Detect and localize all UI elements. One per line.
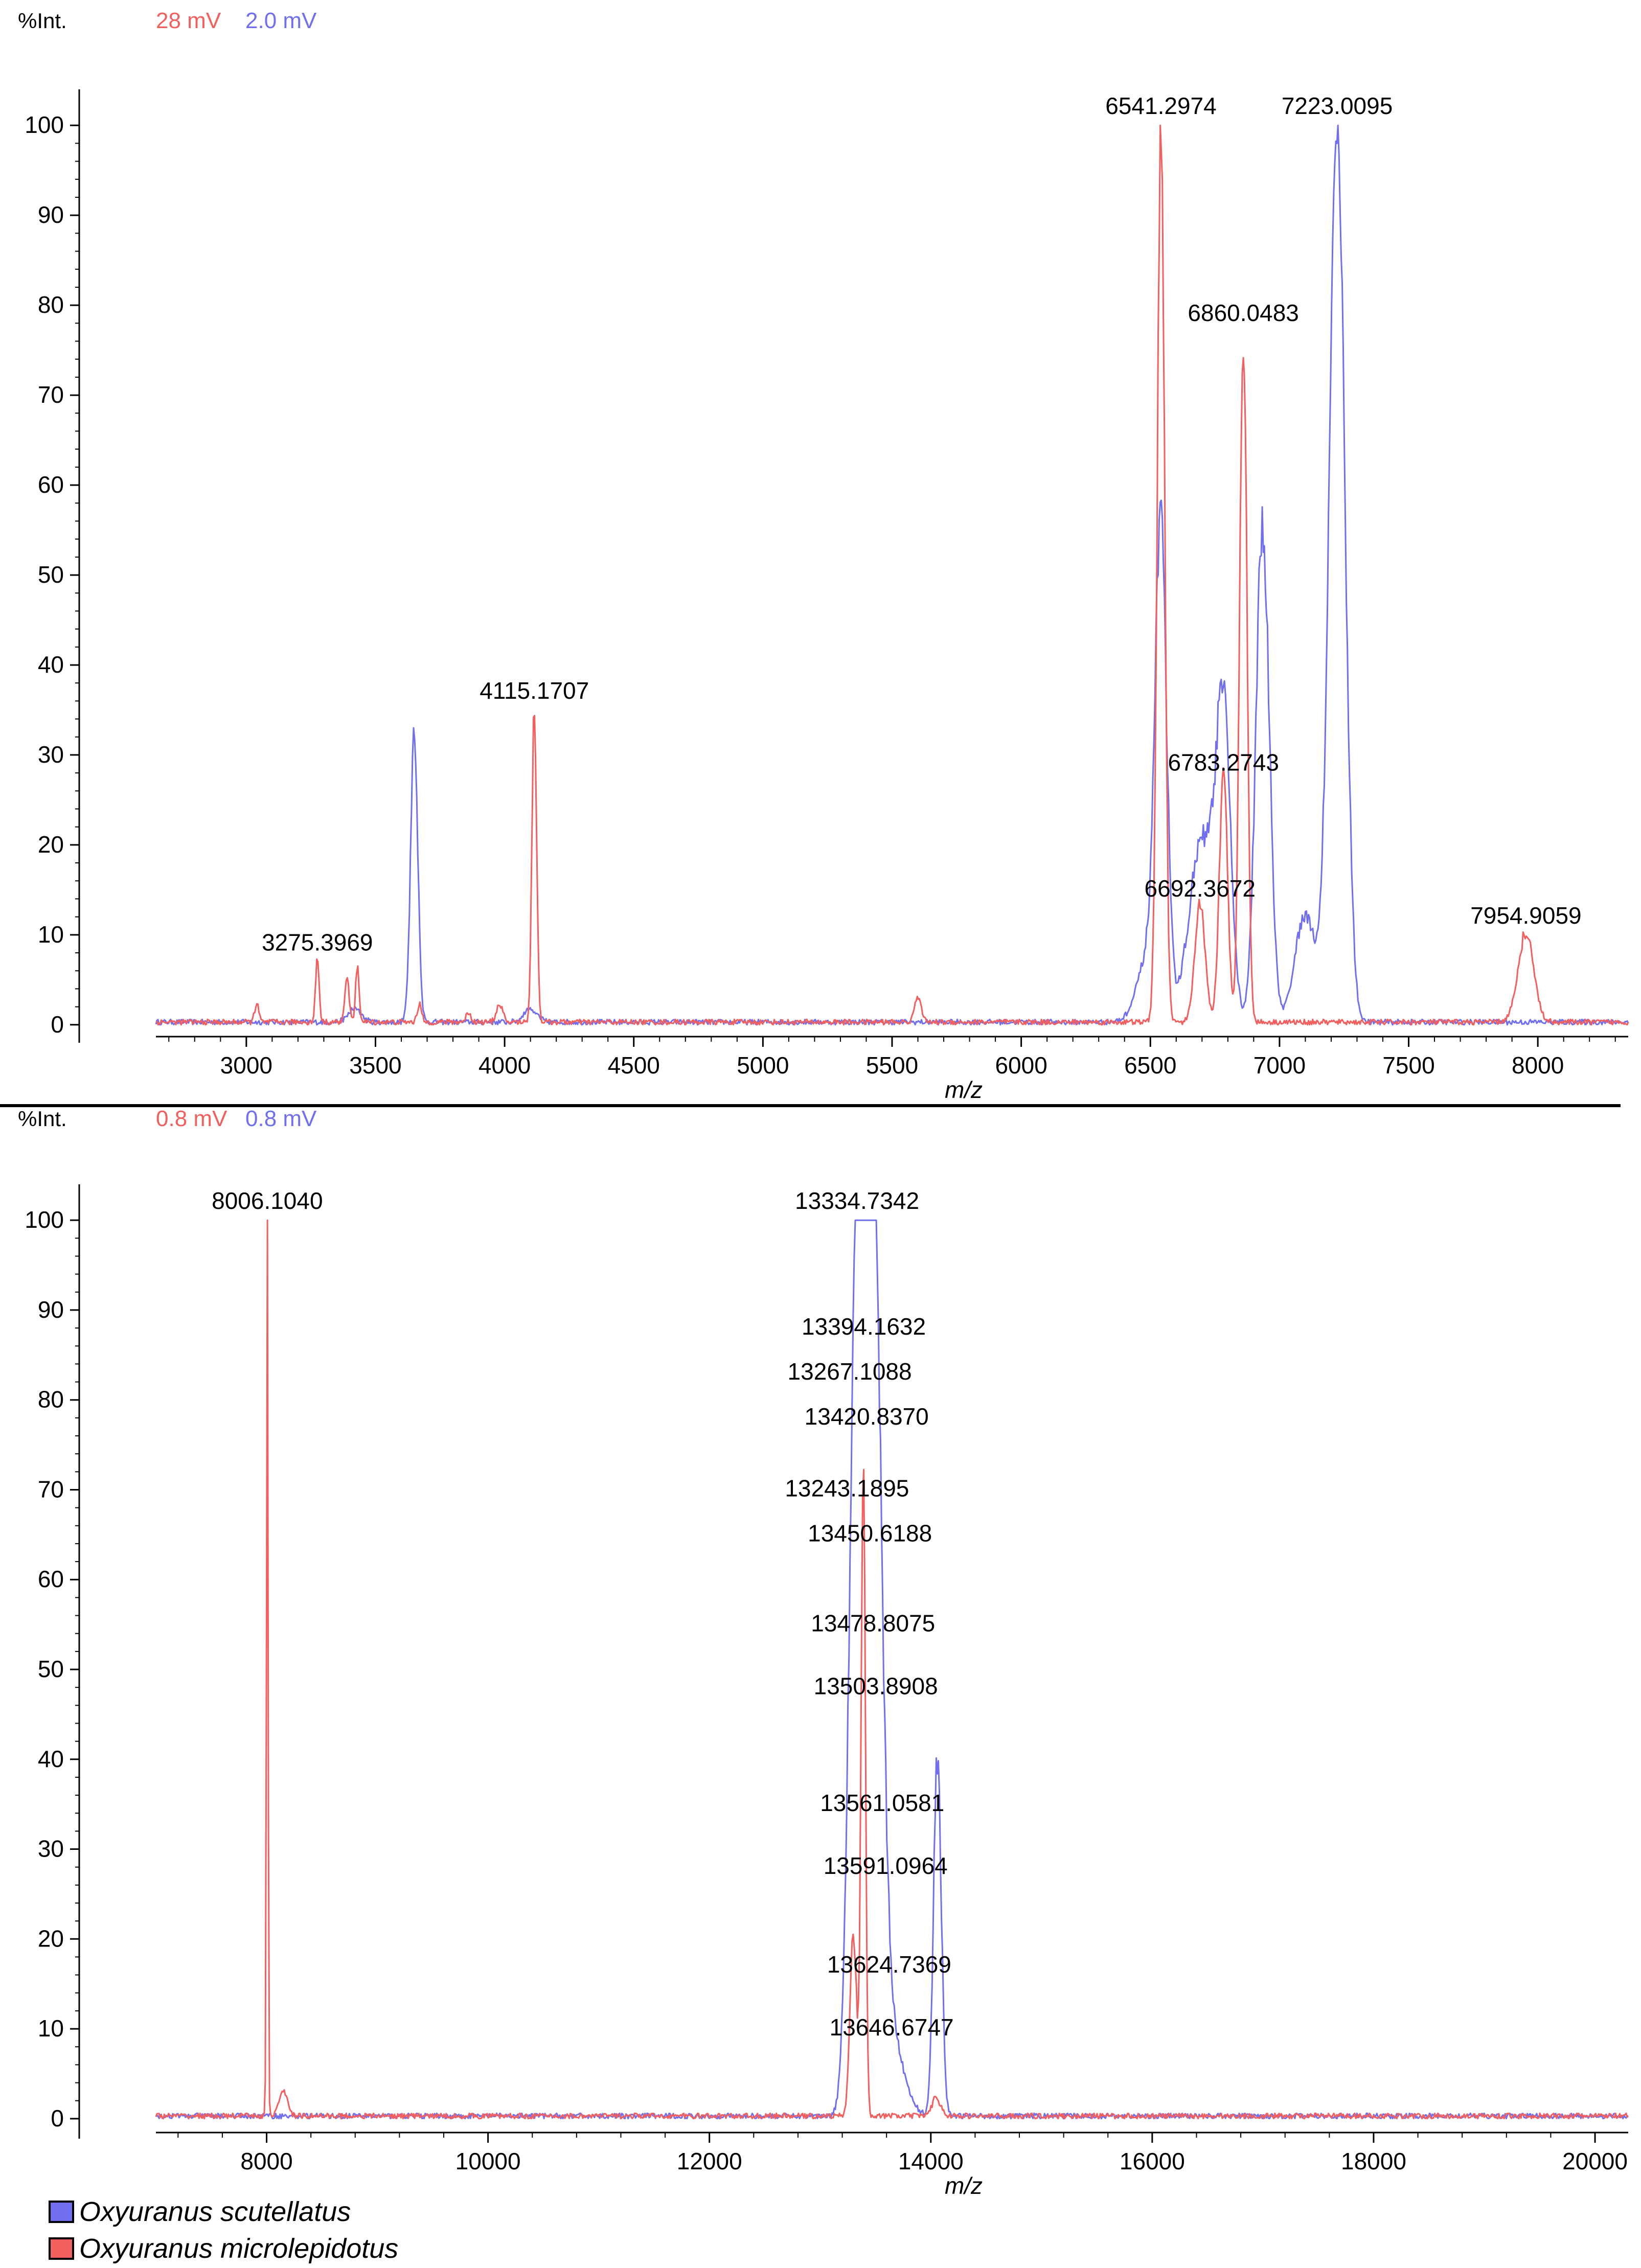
- y-tick-label: 0: [51, 1011, 64, 1038]
- y-tick-label: 10: [38, 921, 64, 948]
- peak-label: 7223.0095: [1282, 93, 1393, 119]
- y-tick-label: 70: [38, 1476, 64, 1502]
- y-tick-label: 70: [38, 381, 64, 408]
- x-tick-label: 7500: [1382, 1052, 1434, 1079]
- peak-label: 13646.6747: [830, 2014, 954, 2041]
- legend-item-scutellatus: Oxyuranus scutellatus: [49, 2196, 351, 2228]
- x-tick-label: 10000: [455, 2148, 521, 2174]
- peak-label: 6692.3672: [1145, 875, 1256, 902]
- y-tick-label: 40: [38, 1746, 64, 1772]
- x-tick-label: 3000: [220, 1052, 272, 1079]
- series-trace-red: [155, 1219, 1629, 2120]
- x-tick-label: 8000: [240, 2148, 292, 2174]
- series-trace-blue: [155, 1219, 1629, 2120]
- legend-item-microlepidotus: Oxyuranus microlepidotus: [49, 2233, 398, 2264]
- series-trace-blue: [155, 124, 1629, 1026]
- legend-swatch-blue: [49, 2201, 74, 2223]
- x-tick-label: 16000: [1120, 2148, 1185, 2174]
- series-trace-red: [155, 124, 1629, 1026]
- top-spectrum-panel: %Int. 28 mV 2.0 mV 0 10 20 30 40 50 60 70 80 90 100 30…: [18, 8, 1629, 1103]
- peak-label: 13450.6188: [808, 1520, 932, 1547]
- peak-label: 13334.7342: [795, 1187, 919, 1214]
- bottom-spectrum-panel: %Int. 0.8 mV 0.8 mV 0 10 20 30 40 50 60 70 80 90 100 8…: [18, 1106, 1629, 2199]
- peak-label: 7954.9059: [1470, 902, 1581, 929]
- y-tick-label: 60: [38, 471, 64, 498]
- y-tick-label: 20: [38, 1925, 64, 1952]
- y-tick-label: 80: [38, 291, 64, 318]
- legend-label: Oxyuranus microlepidotus: [79, 2233, 399, 2264]
- blue-intensity-label: 0.8 mV: [245, 1106, 317, 1131]
- y-tick-label: 90: [38, 201, 64, 228]
- legend-label: Oxyuranus scutellatus: [79, 2196, 351, 2227]
- y-tick-label: 30: [38, 741, 64, 768]
- y-tick-label: 100: [25, 111, 64, 138]
- peak-label: 13243.1895: [785, 1475, 909, 1502]
- x-tick-label: 4500: [608, 1052, 660, 1079]
- peak-label: 13478.8075: [811, 1610, 935, 1636]
- y-tick-label: 60: [38, 1566, 64, 1592]
- y-tick-label: 80: [38, 1386, 64, 1413]
- x-axis-label: m/z: [945, 1076, 983, 1103]
- y-tick-label: 10: [38, 2015, 64, 2042]
- blue-intensity-label: 2.0 mV: [245, 8, 317, 33]
- y-tick-label: 90: [38, 1296, 64, 1323]
- peak-label: 13394.1632: [802, 1313, 926, 1340]
- peak-label: 3275.3969: [262, 929, 373, 956]
- x-tick-label: 18000: [1341, 2148, 1406, 2174]
- y-axis-label: %Int.: [18, 1107, 67, 1131]
- peak-label: 6783.2743: [1168, 749, 1279, 776]
- x-tick-label: 3500: [349, 1052, 401, 1079]
- x-tick-label: 6500: [1124, 1052, 1176, 1079]
- y-tick-label: 100: [25, 1206, 64, 1233]
- legend-swatch-red: [49, 2237, 74, 2260]
- y-tick-label: 0: [51, 2105, 64, 2132]
- x-tick-label: 6000: [995, 1052, 1047, 1079]
- x-tick-label: 4000: [478, 1052, 531, 1079]
- peak-label: 6541.2974: [1105, 93, 1216, 119]
- peak-label: 13503.8908: [814, 1673, 938, 1699]
- peak-label: 8006.1040: [212, 1187, 323, 1214]
- peak-label: 13561.0581: [820, 1790, 944, 1816]
- x-tick-label: 12000: [677, 2148, 742, 2174]
- y-axis-label: %Int.: [18, 9, 67, 33]
- x-tick-label: 5000: [737, 1052, 789, 1079]
- x-tick-label: 8000: [1512, 1052, 1564, 1079]
- x-tick-label: 14000: [898, 2148, 964, 2174]
- red-intensity-label: 28 mV: [156, 8, 221, 33]
- peak-label: 13591.0964: [824, 1852, 948, 1879]
- y-tick-label: 40: [38, 651, 64, 678]
- x-axis-label: m/z: [945, 2172, 983, 2199]
- y-tick-label: 50: [38, 1656, 64, 1682]
- y-tick-label: 50: [38, 561, 64, 588]
- peak-label: 13267.1088: [788, 1358, 912, 1385]
- peak-label: 6860.0483: [1188, 300, 1298, 326]
- y-tick-label: 20: [38, 831, 64, 858]
- peak-label: 13624.7369: [827, 1951, 951, 1978]
- y-tick-label: 30: [38, 1836, 64, 1862]
- peak-label: 4115.1707: [480, 677, 589, 704]
- x-tick-label: 7000: [1253, 1052, 1306, 1079]
- peak-label: 13420.8370: [805, 1403, 929, 1430]
- x-tick-label: 5500: [866, 1052, 918, 1079]
- x-tick-label: 20000: [1562, 2148, 1628, 2174]
- red-intensity-label: 0.8 mV: [156, 1106, 227, 1131]
